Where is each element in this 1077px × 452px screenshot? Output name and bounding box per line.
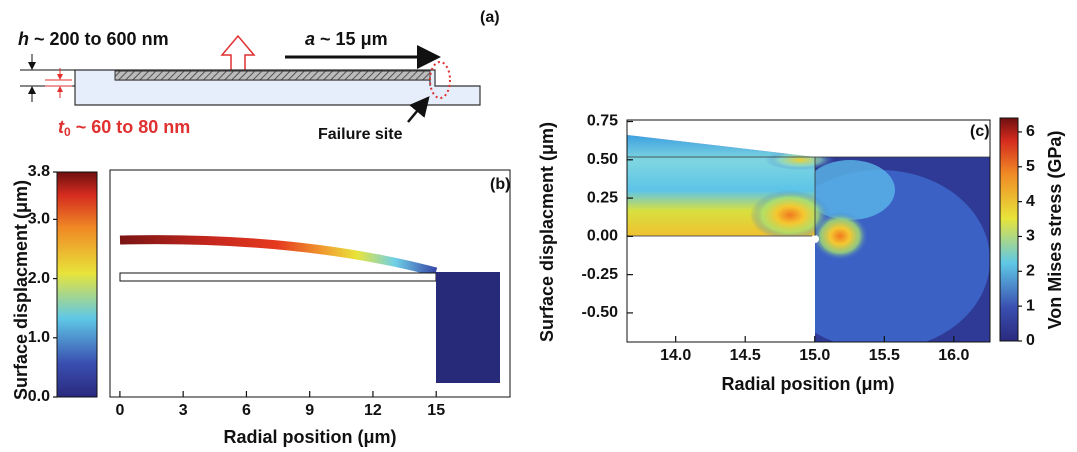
colorbar bbox=[999, 117, 1019, 342]
y-tick-label: 0.25 bbox=[587, 189, 618, 206]
y-tick-label: 0.75 bbox=[587, 113, 618, 130]
colorbar bbox=[56, 171, 98, 398]
panel-label: (b) bbox=[490, 176, 510, 193]
thickness-h: h ~ 200 to 600 nm bbox=[18, 29, 169, 49]
void bbox=[627, 236, 815, 342]
x-tick-label: 0 bbox=[115, 402, 124, 419]
panel-c: (c) Radial position (μm) Surface displac… bbox=[537, 117, 1065, 394]
panel-b: (b) Radial position (μm) Surface displac… bbox=[11, 169, 511, 447]
x-tick-label: 14.0 bbox=[660, 347, 691, 364]
colorbar-tick-label: 6 bbox=[1026, 123, 1035, 140]
colorbar-tick-label: 4 bbox=[1026, 193, 1035, 210]
x-tick-label: 14.5 bbox=[730, 347, 761, 364]
failure-label: Failure site bbox=[318, 126, 403, 143]
colorbar-tick-label: 2 bbox=[1026, 263, 1035, 280]
colorbar-tick-label: 0 bbox=[1026, 332, 1035, 349]
subscript: 0 bbox=[64, 125, 71, 139]
text: ~ 60 to 80 nm bbox=[76, 117, 191, 137]
x-tick-label: 3 bbox=[179, 402, 188, 419]
panel-a: (a) h ~ 200 to 600 nm a ~ 15 μm t0 ~ 60 to 8… bbox=[18, 9, 500, 143]
symbol: h bbox=[18, 29, 29, 49]
failure-arrow bbox=[407, 96, 430, 123]
y-tick-label: -0.50 bbox=[582, 304, 619, 321]
membrane bbox=[114, 70, 431, 81]
unit: μm bbox=[361, 29, 388, 49]
y-axis-label: Surface displacment (μm) bbox=[11, 180, 31, 400]
x-tick-label: 16.0 bbox=[938, 347, 969, 364]
colorbar-tick-label: 0.0 bbox=[28, 388, 50, 405]
x-tick-label: 15.5 bbox=[869, 347, 900, 364]
x-tick-label: 6 bbox=[242, 402, 251, 419]
x-axis-label: Radial position (μm) bbox=[721, 374, 894, 394]
void bbox=[627, 120, 990, 157]
x-tick-label: 12 bbox=[364, 402, 382, 419]
hot-spot bbox=[750, 190, 830, 240]
panel-label: (a) bbox=[480, 9, 500, 26]
symbol: a bbox=[305, 29, 315, 49]
thickness-t0: t0 ~ 60 to 80 nm bbox=[58, 117, 190, 139]
x-tick-label: 15.0 bbox=[799, 347, 830, 364]
radius-a: a ~ 15 μm bbox=[305, 29, 388, 49]
deformed-membrane bbox=[119, 235, 438, 277]
colorbar-tick-label: 2.0 bbox=[28, 270, 50, 287]
plate bbox=[119, 272, 437, 282]
notch bbox=[811, 235, 819, 243]
field bbox=[805, 160, 895, 220]
x-axis-label: Radial position (μm) bbox=[223, 427, 396, 447]
y-tick-label: 0.00 bbox=[587, 228, 618, 245]
colorbar-tick-label: 1.0 bbox=[28, 329, 50, 346]
colorbar-tick-label: 3.8 bbox=[28, 163, 50, 180]
colorbar-tick-label: 3.0 bbox=[28, 211, 50, 228]
colorbar-label: Von Mises stress (GPa) bbox=[1045, 131, 1065, 330]
symbol: t bbox=[58, 117, 65, 137]
y-tick-label: 0.50 bbox=[587, 151, 618, 168]
text: ~ 200 to 600 nm bbox=[34, 29, 169, 49]
stress-map bbox=[627, 120, 990, 342]
colorbar-tick-label: 1 bbox=[1026, 297, 1035, 314]
text: ~ 15 bbox=[320, 29, 356, 49]
plot-frame bbox=[626, 119, 991, 343]
failure-marker bbox=[429, 61, 451, 99]
colorbar-tick-label: 5 bbox=[1026, 158, 1035, 175]
y-axis-label: Surface displacment (μm) bbox=[537, 122, 557, 342]
y-tick-label: -0.25 bbox=[582, 266, 619, 283]
x-tick-label: 15 bbox=[427, 402, 445, 419]
x-tick-label: 9 bbox=[305, 402, 314, 419]
colorbar-tick-label: 3 bbox=[1026, 228, 1035, 245]
substrate bbox=[436, 272, 500, 383]
panel-label: (c) bbox=[970, 123, 990, 140]
